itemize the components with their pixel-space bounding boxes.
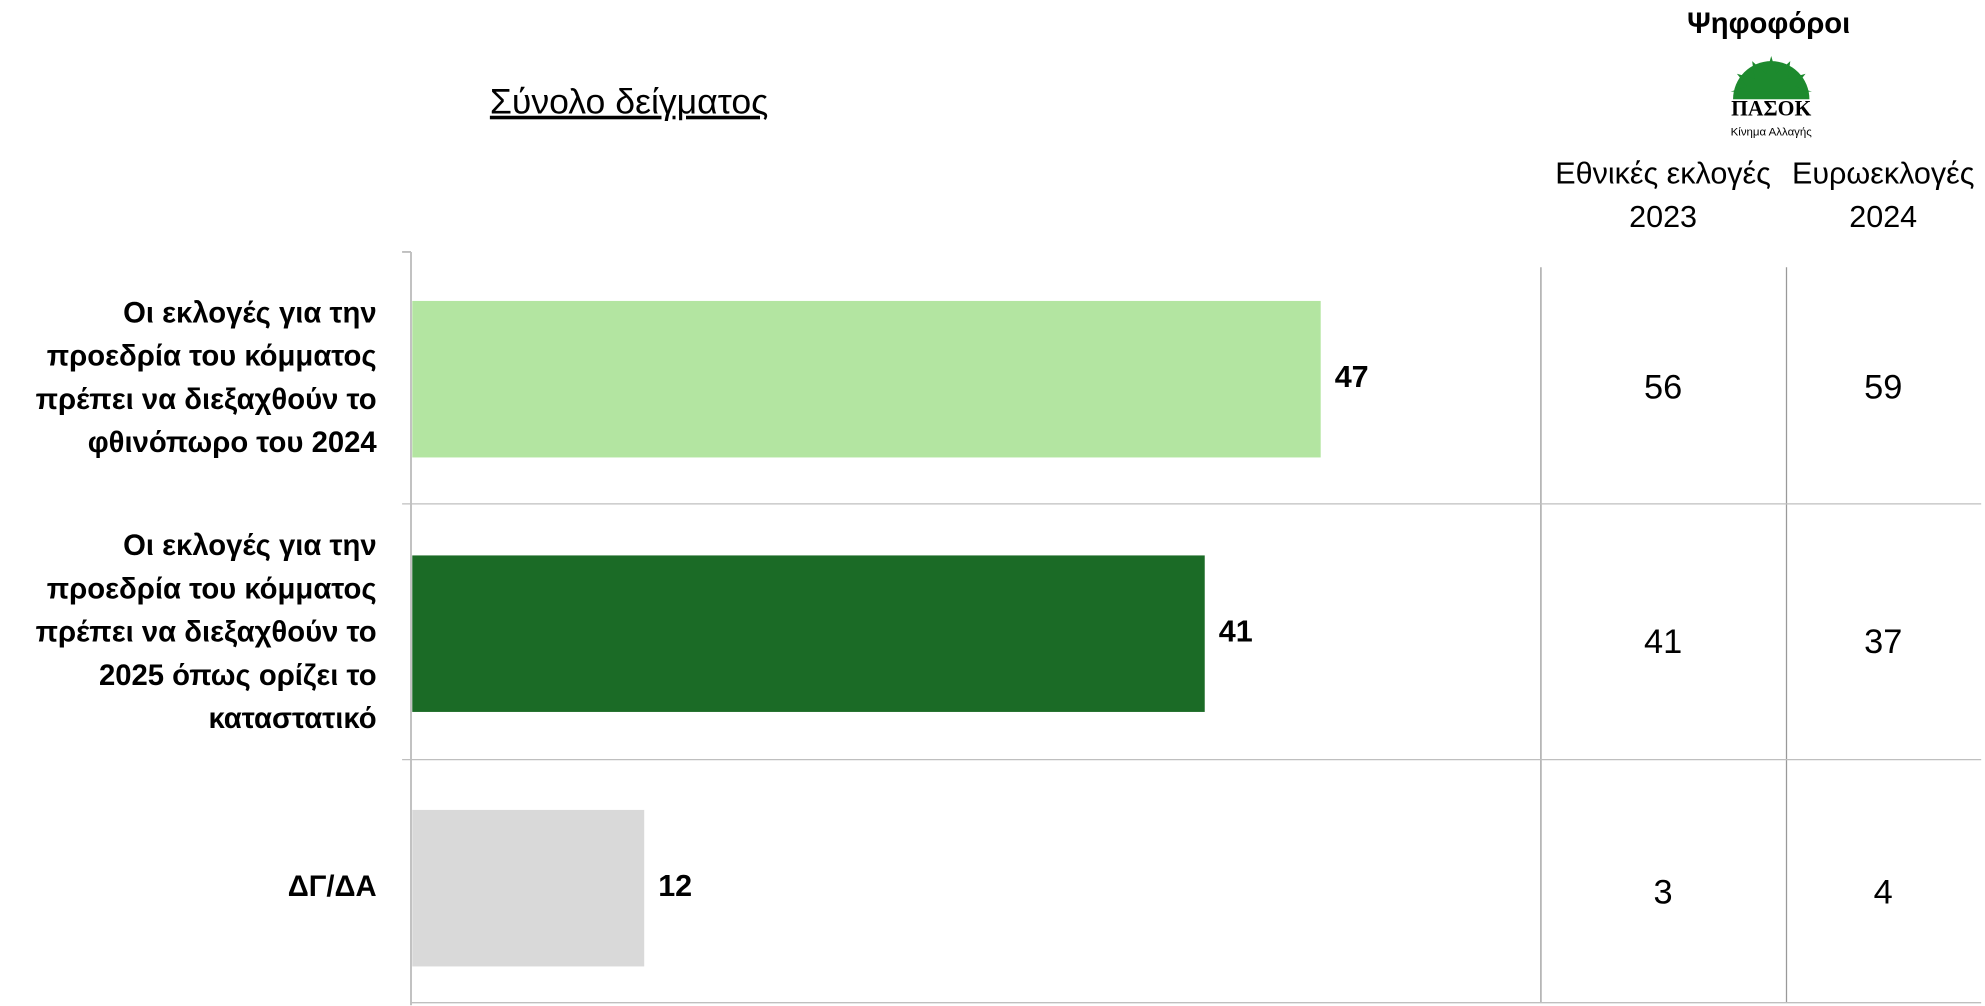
value-label: 41	[1219, 615, 1253, 649]
logo-rays	[1730, 55, 1812, 92]
table-value: 59	[1864, 368, 1902, 406]
table-value: 41	[1644, 623, 1682, 661]
table-value: 4	[1874, 874, 1893, 912]
table-value: 37	[1864, 623, 1902, 661]
value-label: 47	[1335, 360, 1369, 394]
chart-title: Σύνολο δείγματος	[490, 82, 768, 122]
value-label: 12	[658, 869, 692, 903]
column-header: Ευρωεκλογές	[1792, 157, 1974, 191]
table-header: Ψηφοφόροι	[1687, 8, 1850, 40]
logo-name: ΠΑΣΟΚ	[1731, 97, 1811, 121]
bar	[412, 555, 1205, 712]
column-header: 2023	[1629, 200, 1697, 234]
logo: ΠΑΣΟΚ Κίνημα Αλλαγής	[1730, 55, 1813, 138]
logo-subtitle: Κίνημα Αλλαγής	[1731, 126, 1813, 138]
category-label: Οι εκλογές για την προεδρία του κόμματος π…	[36, 530, 377, 735]
bar	[412, 300, 1321, 458]
column-header: 2024	[1849, 200, 1917, 234]
category-label: ΔΓ/ΔΑ	[288, 871, 377, 903]
table-value: 56	[1644, 368, 1682, 406]
column-header: Εθνικές εκλογές	[1555, 157, 1771, 191]
table-value: 3	[1654, 874, 1673, 912]
category-label: Οι εκλογές για την προεδρία του κόμματος π…	[36, 297, 378, 459]
bar	[412, 809, 645, 967]
